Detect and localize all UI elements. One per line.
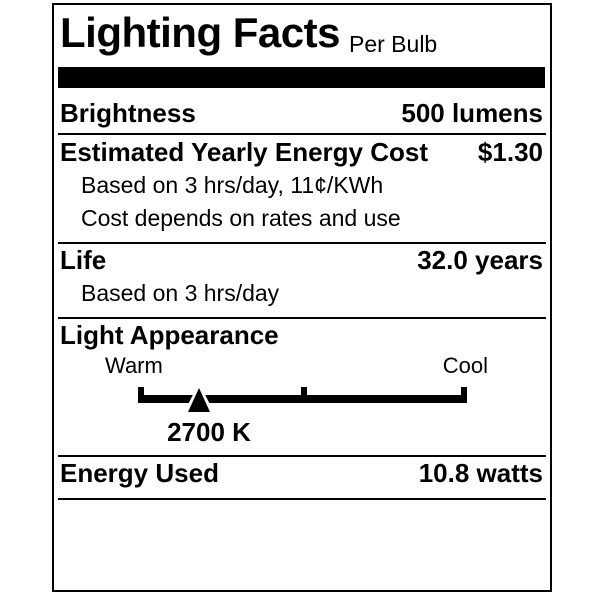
scale-tick-right bbox=[461, 387, 467, 403]
brightness-value: 500 lumens bbox=[401, 98, 543, 128]
energy-used-label: Energy Used bbox=[60, 458, 219, 488]
energy-cost-value: $1.30 bbox=[477, 137, 543, 167]
separator-line bbox=[58, 455, 546, 457]
energy-cost-note-basis: Based on 3 hrs/day, 11¢/KWh bbox=[81, 172, 384, 198]
separator-line bbox=[58, 498, 546, 500]
scale-tick-middle bbox=[301, 387, 307, 403]
appearance-scale-labels: Warm Cool bbox=[105, 353, 488, 379]
separator-line bbox=[58, 317, 546, 319]
energy-cost-row: Estimated Yearly Energy Cost $1.30 bbox=[60, 137, 543, 167]
energy-used-row: Energy Used 10.8 watts bbox=[60, 458, 543, 488]
energy-cost-label: Estimated Yearly Energy Cost bbox=[60, 137, 429, 167]
energy-used-value: 10.8 watts bbox=[418, 458, 543, 488]
label-header: Lighting Facts Per Bulb bbox=[60, 9, 438, 58]
warm-label: Warm bbox=[105, 353, 163, 378]
life-label: Life bbox=[60, 245, 107, 275]
energy-cost-note-disclaimer: Cost depends on rates and use bbox=[81, 205, 401, 231]
label-title: Lighting Facts bbox=[60, 9, 341, 56]
life-note-basis: Based on 3 hrs/day bbox=[81, 280, 280, 306]
scale-tick-left bbox=[138, 387, 144, 403]
life-row: Life 32.0 years bbox=[60, 245, 543, 275]
color-temperature-value: 2700 K bbox=[167, 417, 251, 447]
label-subtitle: Per Bulb bbox=[349, 31, 438, 57]
cool-label: Cool bbox=[442, 353, 488, 378]
separator-line bbox=[58, 133, 546, 135]
brightness-label: Brightness bbox=[60, 98, 196, 128]
life-value: 32.0 years bbox=[417, 245, 543, 275]
brightness-row: Brightness 500 lumens bbox=[60, 98, 543, 128]
appearance-scale-graphic bbox=[138, 383, 467, 416]
lighting-facts-label: Lighting Facts Per Bulb Brightness 500 l… bbox=[52, 3, 552, 592]
separator-line bbox=[58, 242, 546, 244]
scale-marker-triangle bbox=[188, 388, 210, 412]
light-appearance-heading: Light Appearance bbox=[60, 320, 279, 350]
header-divider-bar bbox=[58, 67, 545, 88]
